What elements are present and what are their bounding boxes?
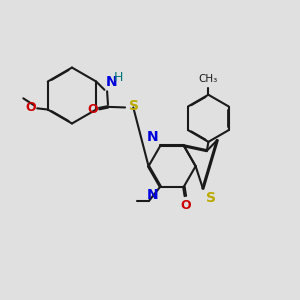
Text: S: S	[206, 191, 216, 205]
Text: O: O	[25, 101, 36, 114]
Text: N: N	[146, 188, 158, 202]
Text: N: N	[105, 75, 117, 88]
Text: H: H	[113, 71, 123, 84]
Text: CH₃: CH₃	[199, 74, 218, 84]
Text: N: N	[147, 130, 159, 144]
Text: O: O	[180, 199, 190, 212]
Text: O: O	[87, 103, 98, 116]
Text: S: S	[129, 99, 139, 113]
